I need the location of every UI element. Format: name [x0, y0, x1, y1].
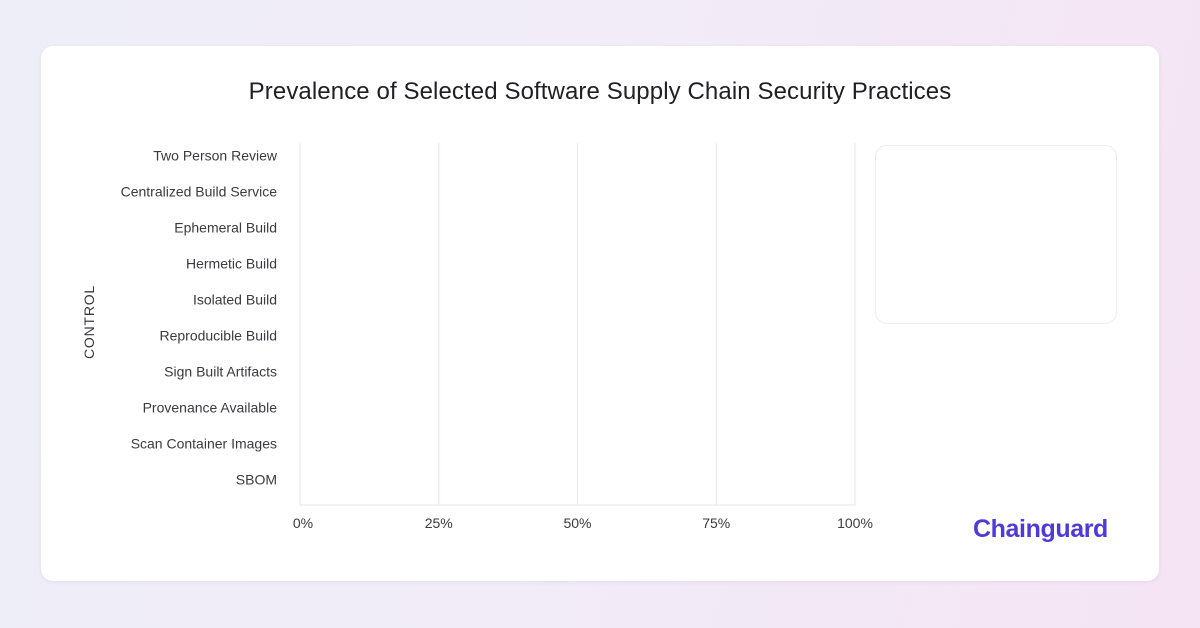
- chart-card: Prevalence of Selected Software Supply C…: [41, 46, 1159, 581]
- x-tick-label: 25%: [425, 515, 453, 531]
- y-category-label: Hermetic Build: [186, 256, 277, 272]
- y-category-label: Isolated Build: [193, 292, 277, 308]
- y-category-label: Two Person Review: [153, 148, 278, 164]
- y-category-label: Provenance Available: [143, 400, 278, 416]
- x-tick-label: 0%: [293, 515, 313, 531]
- y-category-label: Scan Container Images: [131, 436, 277, 452]
- y-category-labels: Two Person Review Centralized Build Servi…: [121, 148, 278, 488]
- x-tick-label: 100%: [837, 515, 873, 531]
- grid-lines: [299, 143, 856, 506]
- chart-title: Prevalence of Selected Software Supply C…: [248, 78, 952, 105]
- chainguard-logo: Chainguard: [973, 515, 1108, 543]
- x-tick-label: 75%: [702, 515, 730, 531]
- y-category-label: Centralized Build Service: [121, 184, 278, 200]
- y-category-label: Reproducible Build: [159, 328, 277, 344]
- legend: [875, 145, 1117, 324]
- x-tick-label: 50%: [563, 515, 591, 531]
- bar-chart: Two Person Review Centralized Build Servi…: [121, 143, 873, 531]
- y-category-label: Ephemeral Build: [174, 220, 277, 236]
- x-tick-labels: 0% 25% 50% 75% 100%: [293, 515, 873, 531]
- y-category-label: Sign Built Artifacts: [164, 364, 277, 380]
- y-category-label: SBOM: [236, 472, 277, 488]
